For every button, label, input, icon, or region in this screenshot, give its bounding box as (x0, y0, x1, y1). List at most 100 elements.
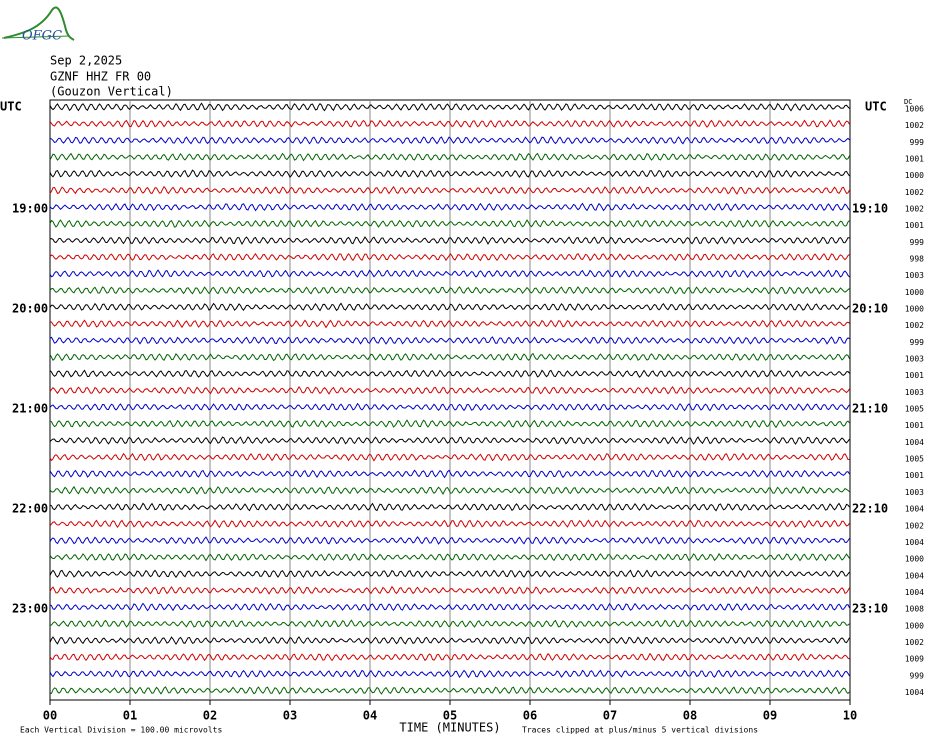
dc-value: 1001 (905, 471, 924, 480)
logo-line (1, 35, 71, 39)
left-time-label: UTC (0, 100, 22, 114)
logo-text: OFGC (22, 29, 62, 44)
x-axis-label: TIME (MINUTES) (399, 721, 500, 735)
x-tick-label: 03 (283, 709, 297, 723)
dc-value: 999 (910, 138, 925, 147)
trace (49, 519, 850, 529)
trace (49, 485, 850, 495)
trace (49, 119, 850, 128)
dc-value: 1002 (905, 521, 924, 530)
x-tick-label: 08 (683, 709, 697, 723)
x-tick-label: 01 (123, 709, 137, 723)
dc-value: 1009 (905, 655, 924, 664)
dc-value: 999 (910, 338, 925, 347)
x-tick-label: 02 (203, 709, 217, 723)
right-time-label: 23:10 (852, 602, 888, 616)
clip-note: Traces clipped at plus/minus 5 vertical … (522, 726, 758, 735)
trace (49, 602, 850, 612)
trace (49, 502, 850, 512)
trace (49, 585, 850, 595)
dc-value: 1004 (905, 438, 924, 447)
x-tick-label: 09 (763, 709, 777, 723)
trace (49, 236, 850, 245)
left-time-label: 22:00 (12, 502, 48, 516)
trace (49, 185, 850, 195)
trace (49, 452, 850, 462)
trace (49, 385, 850, 395)
x-tick-label: 04 (363, 709, 377, 723)
dc-value: 1003 (905, 271, 924, 280)
dc-value: 1001 (905, 371, 924, 380)
scale-note: Each Vertical Division = 100.00 microvol… (20, 726, 222, 735)
dc-value: 1002 (905, 321, 924, 330)
left-time-label: 23:00 (12, 602, 48, 616)
x-tick-label: 10 (843, 709, 857, 723)
dc-value: 1000 (905, 288, 924, 297)
dc-value: 1006 (905, 105, 924, 114)
dc-label: DC (904, 98, 912, 106)
dc-value: 999 (910, 671, 925, 680)
right-time-label: 19:10 (852, 202, 888, 216)
dc-value: 1004 (905, 505, 924, 514)
dc-value: 1002 (905, 121, 924, 130)
trace (49, 336, 850, 345)
trace (49, 652, 850, 662)
trace (49, 252, 850, 262)
right-time-label: 22:10 (852, 502, 888, 516)
trace (49, 636, 850, 646)
date: Sep 2,2025 (50, 54, 122, 68)
location: (Gouzon Vertical) (50, 85, 173, 99)
x-tick-label: 05 (443, 709, 457, 723)
dc-value: 1001 (905, 221, 924, 230)
trace (49, 135, 850, 145)
dc-value: 998 (910, 255, 925, 264)
dc-value: 1000 (905, 621, 924, 630)
station: GZNF HHZ FR 00 (50, 70, 151, 84)
dc-value: 1001 (905, 155, 924, 164)
x-tick-label: 07 (603, 709, 617, 723)
left-time-label: 20:00 (12, 302, 48, 316)
trace (49, 319, 850, 329)
trace (49, 619, 850, 628)
left-time-label: 21:00 (12, 402, 48, 416)
x-tick-label: 00 (43, 709, 57, 723)
dc-value: 1000 (905, 305, 924, 314)
dc-value: 1004 (905, 588, 924, 597)
trace (49, 552, 850, 562)
trace (49, 419, 850, 429)
left-time-label: 19:00 (12, 202, 48, 216)
trace (49, 436, 850, 445)
trace (49, 219, 850, 228)
trace (49, 536, 850, 545)
dc-value: 1005 (905, 405, 924, 414)
trace (49, 286, 850, 295)
trace (49, 402, 850, 412)
dc-value: 1004 (905, 538, 924, 547)
trace (49, 152, 850, 162)
dc-value: 999 (910, 238, 925, 247)
dc-value: 1003 (905, 388, 924, 397)
trace (49, 352, 850, 362)
dc-value: 1002 (905, 638, 924, 647)
dc-value: 1003 (905, 355, 924, 364)
dc-value: 1002 (905, 188, 924, 197)
dc-value: 1000 (905, 555, 924, 564)
trace (49, 302, 850, 312)
dc-value: 1004 (905, 571, 924, 580)
right-time-label: 20:10 (852, 302, 888, 316)
trace (49, 202, 850, 212)
trace (49, 569, 850, 579)
trace (49, 269, 850, 279)
right-time-label: UTC (865, 100, 887, 114)
dc-value: 1001 (905, 421, 924, 430)
trace (49, 669, 850, 679)
trace (49, 169, 850, 179)
right-time-label: 21:10 (852, 402, 888, 416)
trace (49, 102, 850, 112)
trace (49, 686, 850, 695)
dc-value: 1002 (905, 205, 924, 214)
trace (49, 369, 850, 378)
x-tick-label: 06 (523, 709, 537, 723)
dc-value: 1004 (905, 688, 924, 697)
